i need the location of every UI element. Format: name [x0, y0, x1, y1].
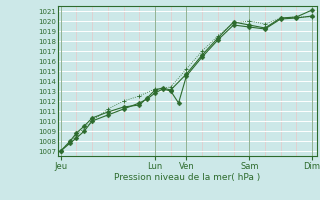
- X-axis label: Pression niveau de la mer( hPa ): Pression niveau de la mer( hPa ): [114, 173, 260, 182]
